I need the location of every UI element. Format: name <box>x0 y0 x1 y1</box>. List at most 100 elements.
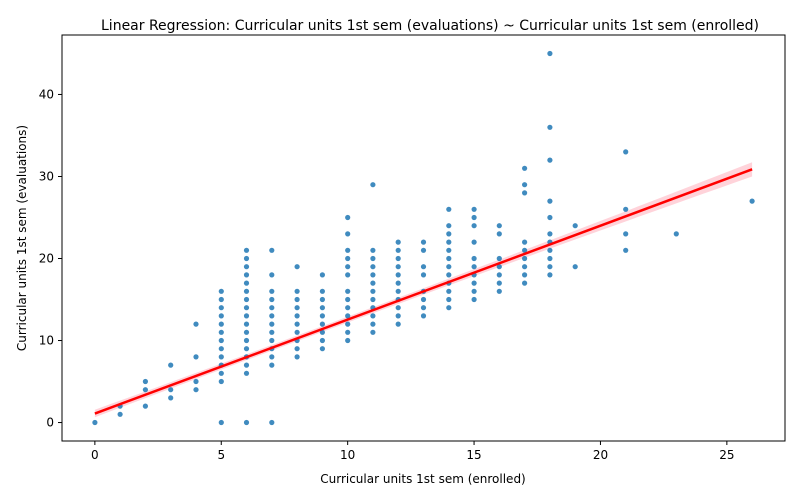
data-point <box>522 239 528 245</box>
data-point <box>269 288 275 294</box>
data-point <box>623 231 629 237</box>
data-point <box>319 272 325 278</box>
data-point <box>294 354 300 360</box>
y-axis-ticks: 0 10 20 30 40 <box>39 87 62 430</box>
data-point <box>522 255 528 262</box>
data-point <box>345 313 351 319</box>
plot-frame <box>61 34 786 442</box>
data-point <box>269 272 275 278</box>
data-point <box>243 419 250 426</box>
data-point <box>294 313 300 319</box>
data-point <box>370 247 376 253</box>
data-point <box>345 231 351 237</box>
regression-line-layer <box>94 168 753 415</box>
y-tick-label: 40 <box>39 87 54 101</box>
data-point <box>92 419 98 426</box>
data-point <box>294 329 300 335</box>
y-tick-label: 0 <box>46 416 54 430</box>
x-axis-label: Curricular units 1st sem (enrolled) <box>320 472 526 486</box>
data-point <box>522 280 528 286</box>
data-point <box>218 288 224 294</box>
data-point <box>522 272 528 278</box>
data-point <box>395 321 401 327</box>
data-point <box>319 288 325 294</box>
data-point <box>395 280 401 286</box>
data-point <box>345 296 351 303</box>
data-point <box>446 247 452 253</box>
data-point <box>547 272 553 278</box>
data-point <box>294 305 300 311</box>
x-tick-label: 15 <box>466 448 481 462</box>
data-point <box>243 321 250 327</box>
data-point <box>243 272 250 278</box>
chart-title: Linear Regression: Curricular units 1st … <box>101 18 759 34</box>
data-point <box>420 247 427 253</box>
data-point <box>319 305 325 311</box>
data-point <box>142 403 148 409</box>
data-point <box>547 264 553 270</box>
data-point <box>269 321 275 327</box>
data-point <box>623 206 629 212</box>
data-point <box>547 157 553 163</box>
data-point <box>168 395 174 401</box>
data-point <box>319 296 325 303</box>
data-point <box>319 337 325 344</box>
data-point <box>370 182 376 188</box>
data-point <box>294 264 300 270</box>
data-point <box>496 288 502 294</box>
data-point <box>522 247 528 253</box>
data-point <box>496 280 502 286</box>
data-point <box>471 296 477 303</box>
data-point <box>420 305 427 311</box>
data-point <box>395 272 401 278</box>
data-point <box>319 346 325 352</box>
data-point <box>218 419 224 426</box>
y-tick-label: 30 <box>39 169 54 183</box>
data-point <box>243 280 250 286</box>
data-point <box>370 321 376 327</box>
data-point <box>446 305 452 311</box>
data-point <box>395 255 401 262</box>
data-point <box>269 337 275 344</box>
data-point <box>623 149 629 155</box>
data-point <box>269 296 275 303</box>
data-point <box>522 190 528 196</box>
data-point <box>471 223 477 229</box>
data-point <box>168 362 174 368</box>
data-point <box>345 329 351 335</box>
data-point <box>471 280 477 286</box>
data-point <box>547 255 553 262</box>
data-point <box>370 255 376 262</box>
data-point <box>218 378 224 385</box>
data-point <box>395 239 401 245</box>
data-point <box>168 387 174 393</box>
data-point <box>572 264 578 270</box>
data-point <box>243 346 250 352</box>
data-point <box>193 354 199 360</box>
x-tick-label: 25 <box>719 448 734 462</box>
data-point <box>420 264 427 270</box>
data-point <box>471 255 477 262</box>
data-point <box>446 288 452 294</box>
data-point <box>345 272 351 278</box>
data-point <box>572 223 578 229</box>
data-point <box>269 247 275 253</box>
data-point <box>218 354 224 360</box>
data-point <box>370 280 376 286</box>
data-point <box>269 419 275 426</box>
data-point <box>547 231 553 237</box>
data-point <box>345 247 351 253</box>
data-point <box>370 296 376 303</box>
data-point <box>218 313 224 319</box>
data-point <box>294 288 300 294</box>
data-point <box>142 378 148 385</box>
data-point <box>496 255 502 262</box>
data-point <box>218 321 224 327</box>
data-point <box>345 264 351 270</box>
data-point <box>193 378 199 385</box>
data-point <box>471 206 477 212</box>
data-point <box>471 288 477 294</box>
data-point <box>547 214 553 221</box>
data-point <box>243 288 250 294</box>
